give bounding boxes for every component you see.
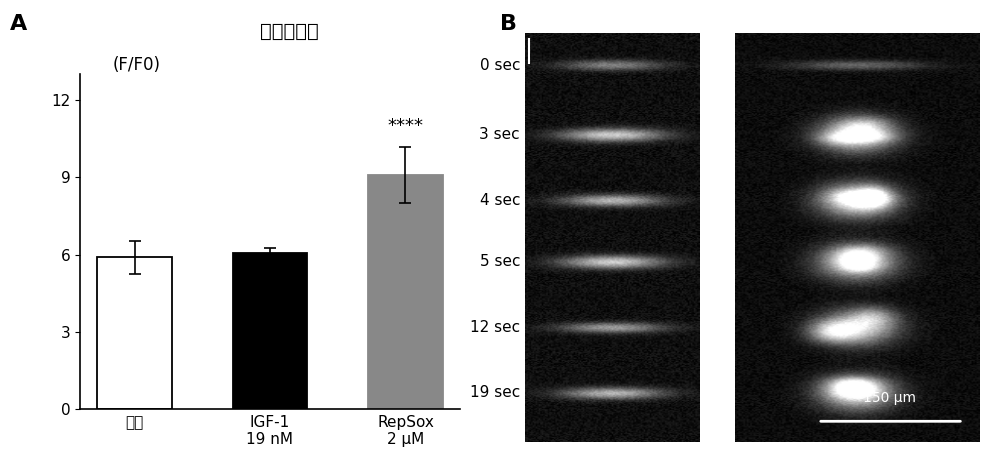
Bar [368, 175, 443, 409]
Text: ****: **** [387, 117, 423, 135]
Text: 钓睷态幅度: 钓睷态幅度 [260, 22, 318, 41]
Text: A: A [10, 14, 27, 34]
Text: 0 sec: 0 sec [480, 58, 520, 73]
Bar [97, 257, 172, 409]
Bar [233, 253, 307, 409]
Text: B: B [500, 14, 517, 34]
Text: 3 sec: 3 sec [479, 127, 520, 142]
Text: 19 sec: 19 sec [470, 385, 520, 400]
Text: 12 sec: 12 sec [470, 319, 520, 335]
Text: 5 sec: 5 sec [480, 254, 520, 269]
Text: 150 μm: 150 μm [863, 391, 916, 405]
Text: 4 sec: 4 sec [480, 193, 520, 208]
Text: (F/F0): (F/F0) [113, 56, 161, 74]
